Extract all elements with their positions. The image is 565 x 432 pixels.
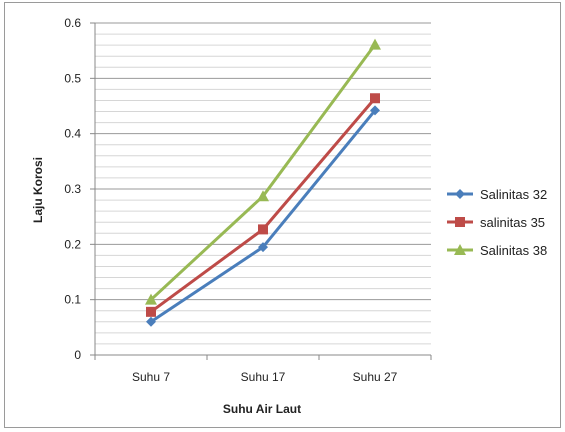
series-line bbox=[150, 97, 377, 314]
grid-lines bbox=[95, 22, 431, 345]
x-tick-labels: Suhu 7 Suhu 17 Suhu 27 bbox=[132, 370, 398, 384]
y-tick-labels: 0 0.1 0.2 0.3 0.4 0.5 0.6 bbox=[64, 16, 81, 362]
legend-item: Salinitas 38 bbox=[447, 243, 547, 258]
data-point bbox=[258, 224, 268, 235]
y-tick-label: 0.2 bbox=[64, 237, 81, 251]
x-axis-title: Suhu Air Laut bbox=[223, 402, 301, 416]
y-axis-title: Laju Korosi bbox=[31, 157, 45, 223]
data-point bbox=[146, 316, 156, 327]
y-tick-label: 0.6 bbox=[64, 16, 81, 30]
series-group bbox=[145, 38, 381, 327]
series-2 bbox=[146, 93, 380, 317]
y-tick-label: 0.5 bbox=[64, 71, 81, 85]
data-point bbox=[370, 105, 380, 116]
series-line bbox=[150, 109, 377, 324]
series-1 bbox=[146, 105, 380, 327]
legend-label: Salinitas 32 bbox=[480, 187, 547, 202]
legend-marker bbox=[455, 217, 465, 227]
series-line bbox=[149, 43, 377, 301]
data-point bbox=[369, 38, 381, 50]
x-tick-label: Suhu 7 bbox=[132, 370, 170, 384]
x-tick-label: Suhu 17 bbox=[241, 370, 286, 384]
legend-label: Salinitas 38 bbox=[480, 243, 547, 258]
y-tick-label: 0.4 bbox=[64, 127, 81, 141]
x-tick-label: Suhu 27 bbox=[353, 370, 398, 384]
legend-item: Salinitas 32 bbox=[447, 187, 547, 202]
data-point bbox=[257, 190, 269, 202]
axes bbox=[90, 22, 432, 360]
y-tick-label: 0 bbox=[74, 348, 81, 362]
legend-marker bbox=[454, 244, 466, 255]
legend-marker bbox=[455, 189, 465, 199]
y-tick-label: 0.1 bbox=[64, 293, 81, 307]
data-point bbox=[146, 306, 156, 317]
series-3 bbox=[145, 38, 381, 305]
chart-frame bbox=[4, 2, 561, 428]
data-point bbox=[370, 93, 380, 104]
legend-item: salinitas 35 bbox=[447, 215, 545, 230]
legend-label: salinitas 35 bbox=[480, 215, 545, 230]
y-tick-label: 0.3 bbox=[64, 182, 81, 196]
data-point bbox=[145, 293, 157, 305]
data-point bbox=[258, 242, 268, 253]
legend: Salinitas 32 salinitas 35 Salinitas 38 bbox=[447, 187, 547, 258]
